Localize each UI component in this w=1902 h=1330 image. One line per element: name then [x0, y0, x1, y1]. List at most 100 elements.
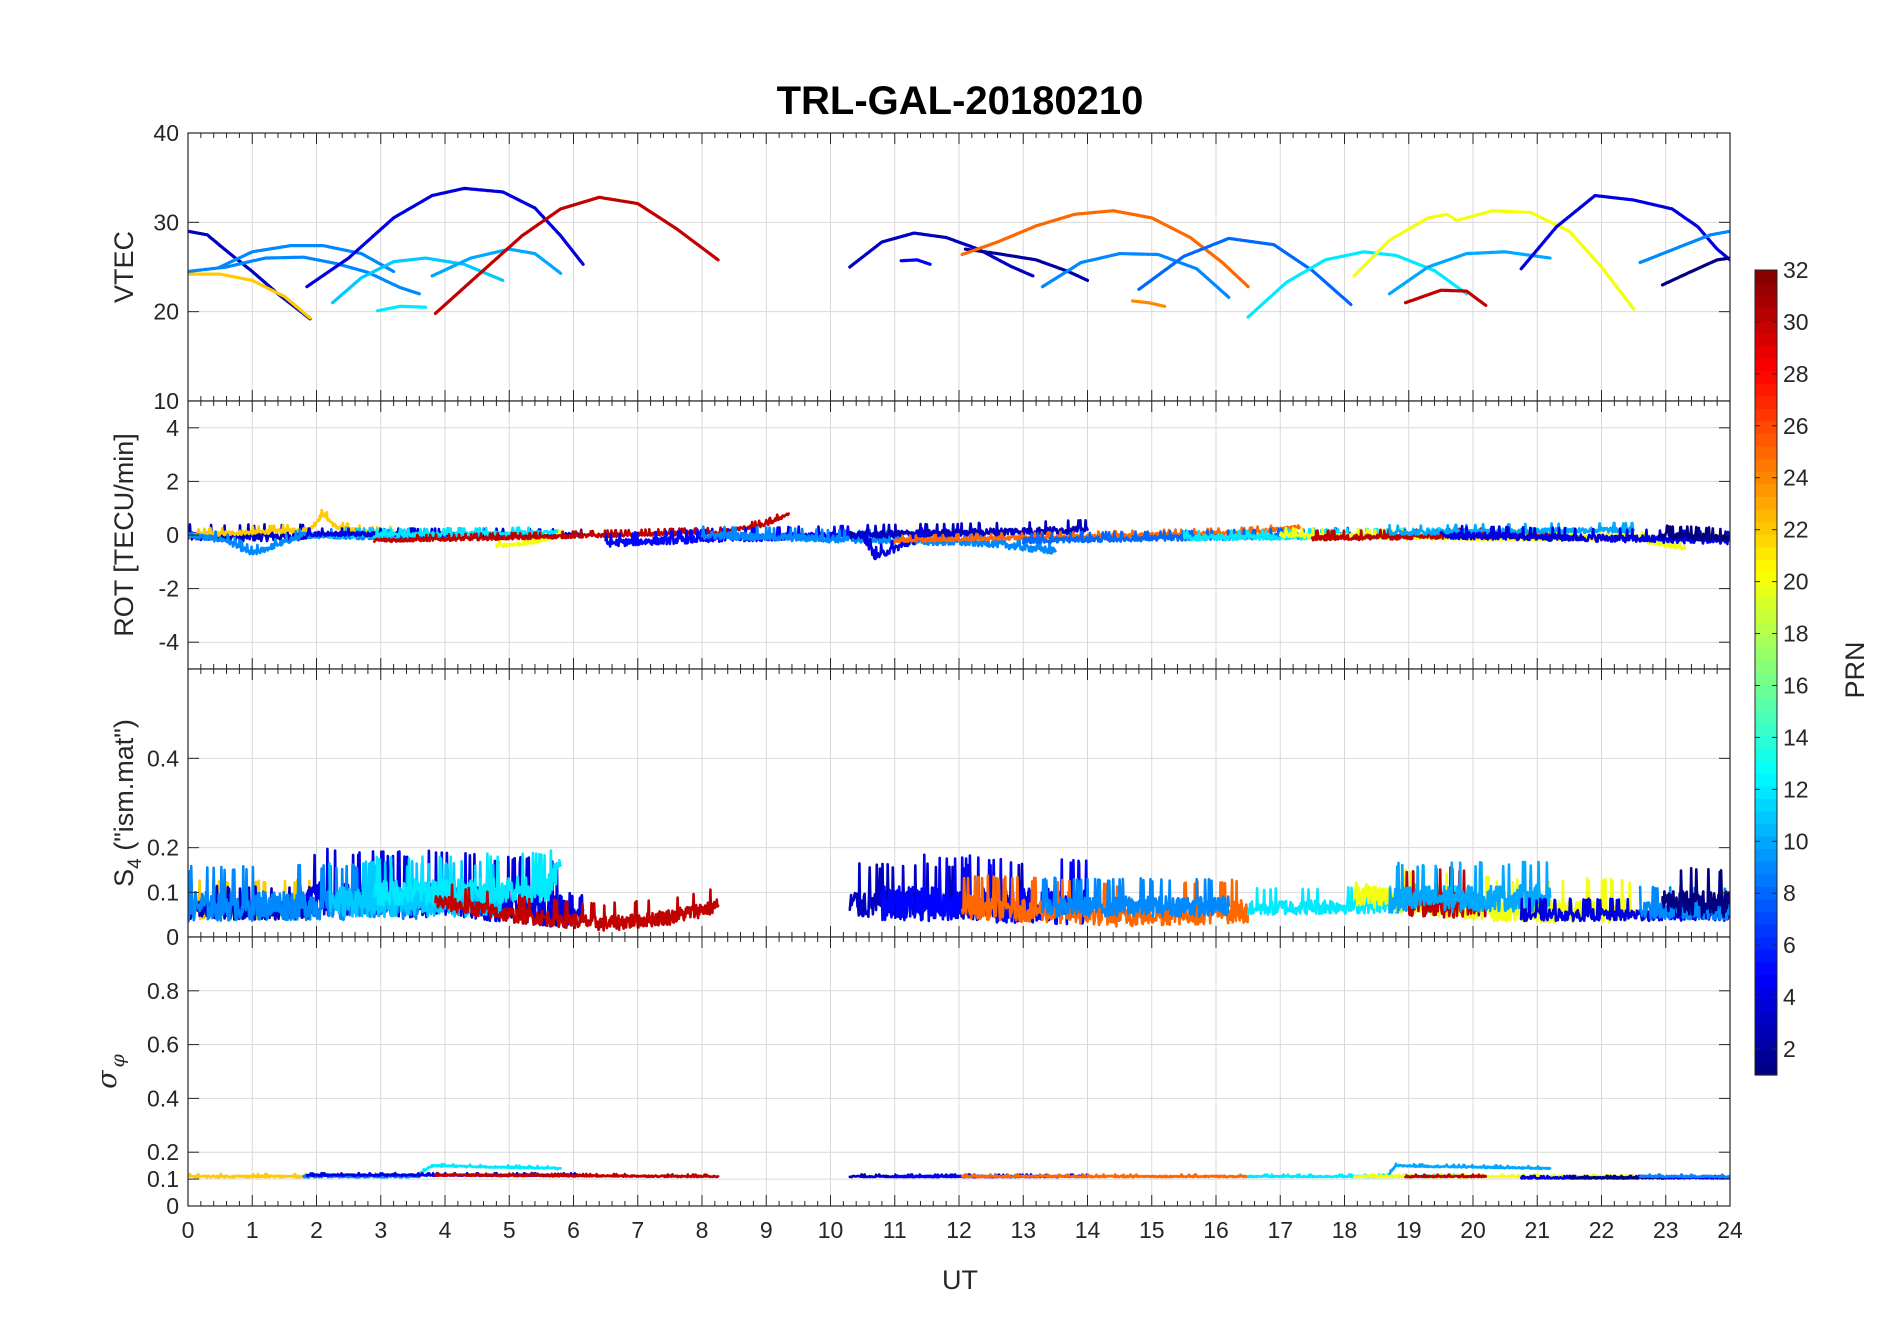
series-line-prn-12 [375, 304, 428, 313]
series-line-prn-24 [1130, 299, 1167, 308]
colorbar-swatch [1755, 420, 1777, 435]
x-tick-label: 17 [1267, 1217, 1293, 1243]
x-tick-label: 1 [246, 1217, 259, 1243]
colorbar-swatch [1755, 1012, 1777, 1026]
colorbar-swatch [1755, 446, 1777, 460]
series-line-prn-20 [1352, 209, 1636, 311]
series-line-prn-1 [1568, 1174, 1668, 1180]
colorbar-swatch [1755, 634, 1777, 648]
x-tick-label: 9 [760, 1217, 773, 1243]
colorbar-tick-label: 4 [1783, 984, 1796, 1010]
series-line-prn-11 [328, 859, 505, 919]
series-line-prn-4 [305, 186, 585, 289]
series-line-prn-8 [1137, 236, 1353, 307]
colorbar-swatch [1755, 949, 1777, 963]
series-line-prn-12 [417, 1162, 562, 1176]
series-line-prn-30 [433, 195, 720, 316]
colorbar-label: PRN [1840, 641, 1870, 698]
series-line-prn-22 [188, 1172, 312, 1179]
colorbar-swatch [1755, 961, 1777, 975]
y-tick-label: -2 [159, 576, 179, 602]
y-tick-label: 30 [153, 209, 179, 235]
y-tick-label: 2 [166, 468, 179, 494]
series-line-prn-10 [1388, 1162, 1552, 1175]
x-tick-label: 2 [310, 1217, 323, 1243]
colorbar-swatch [1755, 609, 1777, 623]
x-tick-label: 18 [1332, 1217, 1358, 1243]
tick-marks [187, 132, 1731, 402]
colorbar-swatch [1755, 496, 1777, 510]
y-tick-label: 0.1 [147, 879, 179, 905]
series-line-prn-9 [218, 244, 396, 274]
colorbar-swatch [1755, 924, 1777, 938]
x-tick-label: 4 [439, 1217, 452, 1243]
colorbar-swatch [1755, 886, 1777, 900]
panel-s4: 0 0.1 0.2 0.4S4 ("ism.mat") [109, 668, 1731, 950]
colorbar-swatch [1755, 735, 1777, 749]
colorbar-swatch [1755, 433, 1777, 447]
colorbar-swatch [1755, 672, 1777, 686]
colorbar-swatch [1755, 936, 1777, 950]
colorbar-swatch [1755, 408, 1777, 422]
y-tick-label: 0.8 [147, 978, 179, 1004]
series-group [188, 186, 1730, 321]
series-line-prn-4 [1519, 897, 1730, 923]
y-tick-label: 0 [166, 924, 179, 950]
colorbar-swatch [1755, 1062, 1777, 1076]
tick-marks [187, 401, 1731, 669]
colorbar-swatch [1755, 358, 1777, 372]
colorbar-swatch [1755, 747, 1777, 762]
colorbar-tick-label: 14 [1783, 724, 1809, 750]
x-tick-label: 0 [182, 1217, 195, 1243]
gridlines [187, 401, 1731, 669]
colorbar-swatch [1755, 722, 1777, 736]
colorbar-swatch [1755, 458, 1777, 472]
colorbar-swatch [1755, 559, 1777, 573]
y-tick-label: -4 [159, 629, 180, 655]
colorbar-tick-label: 22 [1783, 517, 1809, 543]
series-line-prn-9 [1040, 252, 1231, 299]
colorbar-swatch [1755, 685, 1777, 699]
y-tick-label: 0.2 [147, 1139, 179, 1165]
colorbar-swatch [1755, 848, 1777, 862]
panel-vtec: 10 20 30 40 VTEC [109, 120, 1731, 414]
series-line-prn-25 [960, 1173, 1250, 1179]
colorbar-swatch [1755, 270, 1777, 284]
series-line-prn-1 [1660, 256, 1730, 287]
y-tick-label: 0.4 [147, 1085, 179, 1111]
panel-rot: -4 -2 0 2 4 ROT [TECU/min] [109, 400, 1731, 670]
colorbar-tick-label: 28 [1783, 361, 1809, 387]
tick-marks [187, 937, 1731, 1207]
colorbar-tick-label: 10 [1783, 828, 1809, 854]
series-line-prn-9 [1638, 884, 1730, 921]
x-tick-label: 5 [503, 1217, 516, 1243]
colorbar-tick-label: 8 [1783, 880, 1796, 906]
y-axis-label: S4 ("ism.mat") [109, 719, 146, 887]
colorbar-swatch [1755, 823, 1777, 837]
series-line-prn-10 [430, 247, 563, 278]
x-tick-label: 8 [696, 1217, 709, 1243]
colorbar-swatch [1755, 521, 1777, 535]
x-tick-label: 16 [1203, 1217, 1229, 1243]
series-line-prn-9 [1041, 876, 1231, 919]
colorbar-tick-label: 18 [1783, 621, 1809, 647]
series-line-prn-10 [1388, 860, 1552, 914]
colorbar-swatch [1755, 798, 1777, 812]
x-tick-label: 23 [1653, 1217, 1679, 1243]
y-axis-label: σφ [92, 1053, 129, 1088]
colorbar-swatch [1755, 383, 1777, 397]
colorbar-tick-label: 30 [1783, 309, 1809, 335]
colorbar-frame [1754, 269, 1778, 1076]
series-line-prn-30 [1403, 288, 1488, 307]
colorbar-swatch [1755, 911, 1777, 925]
colorbar-swatch [1755, 836, 1777, 850]
x-tick-label: 3 [374, 1217, 387, 1243]
colorbar-swatch [1755, 760, 1777, 774]
series-line-prn-5 [899, 258, 932, 266]
colorbar-tick-label: 12 [1783, 776, 1809, 802]
x-tick-label: 24 [1717, 1217, 1743, 1243]
series-group [188, 847, 1730, 932]
series-line-prn-11 [331, 256, 505, 305]
